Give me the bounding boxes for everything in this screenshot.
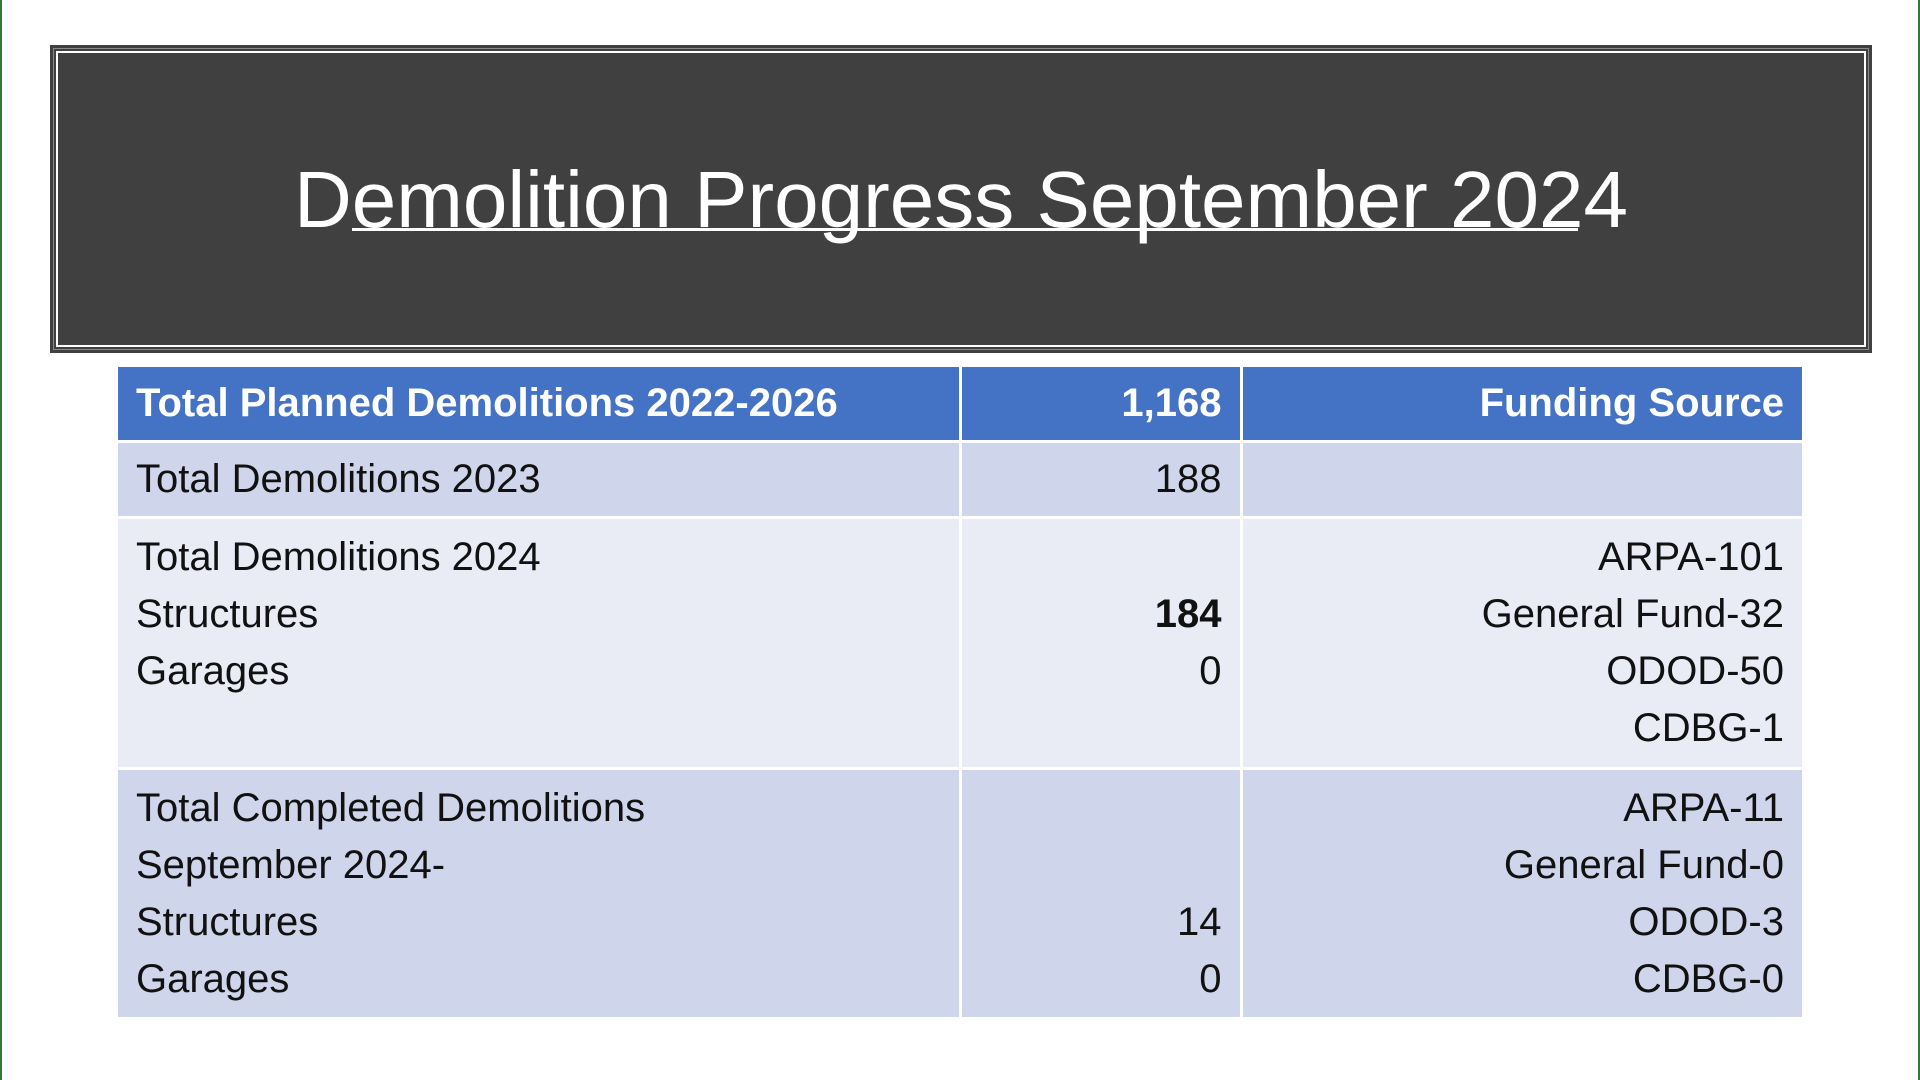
row-2024-values: 184 0 [960, 517, 1243, 770]
row-completed-funding-line: General Fund-0 [1503, 842, 1784, 887]
row-completed-funding-line: CDBG-0 [1632, 956, 1784, 1001]
header-planned-label: Total Planned Demolitions 2022-2026 [118, 367, 962, 443]
row-completed-label-line: Structures [136, 899, 319, 944]
row-completed-funding-line: ARPA-11 [1623, 785, 1784, 830]
title-underline [352, 228, 1578, 231]
row-2024-garages-value: 0 [1199, 648, 1222, 693]
header-funding-source: Funding Source [1241, 367, 1802, 443]
demolition-table: Total Planned Demolitions 2022-2026 1,16… [118, 367, 1802, 1020]
right-edge-line [1918, 0, 1920, 1080]
row-2024-label-line: Total Demolitions 2024 [136, 534, 541, 579]
row-2024-funding-line: CDBG-1 [1632, 705, 1784, 750]
row-completed-label-line: Garages [136, 956, 290, 1001]
row-2023-label: Total Demolitions 2023 [118, 441, 962, 519]
row-2024-label-line: Structures [136, 591, 319, 636]
slide-title: Demolition Progress September 2024 [293, 155, 1629, 244]
row-2023-funding [1241, 441, 1802, 519]
row-completed-label-line: Total Completed Demolitions [136, 785, 646, 830]
header-planned-value: 1,168 [960, 367, 1243, 443]
row-2024-structures-value: 184 [1154, 591, 1222, 636]
row-2024-funding: ARPA-101 General Fund-32 ODOD-50 CDBG-1 [1241, 517, 1802, 770]
row-completed-label: Total Completed Demolitions September 20… [118, 768, 962, 1020]
row-completed-funding: ARPA-11 General Fund-0 ODOD-3 CDBG-0 [1241, 768, 1802, 1020]
row-2024-label: Total Demolitions 2024 Structures Garage… [118, 517, 962, 770]
table-row: Total Completed Demolitions September 20… [118, 768, 1802, 1020]
left-edge-line [0, 0, 2, 1080]
row-2024-funding-line: General Fund-32 [1481, 591, 1784, 636]
title-banner: Demolition Progress September 2024 [50, 45, 1872, 353]
table-row: Total Demolitions 2023 188 [118, 441, 1802, 519]
table-row: Total Demolitions 2024 Structures Garage… [118, 517, 1802, 770]
row-2024-funding-line: ARPA-101 [1597, 534, 1784, 579]
row-completed-label-line: September 2024- [136, 842, 446, 887]
row-completed-funding-line: ODOD-3 [1628, 899, 1784, 944]
row-2023-value: 188 [960, 441, 1243, 519]
table-header-row: Total Planned Demolitions 2022-2026 1,16… [118, 367, 1802, 443]
row-completed-garages-value: 0 [1199, 956, 1222, 1001]
row-2024-label-line: Garages [136, 648, 290, 693]
row-completed-structures-value: 14 [1177, 899, 1222, 944]
row-2024-funding-line: ODOD-50 [1606, 648, 1784, 693]
row-completed-values: 14 0 [960, 768, 1243, 1020]
